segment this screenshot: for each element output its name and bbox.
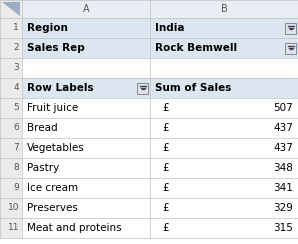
Bar	[22, 18, 150, 38]
Bar	[22, 198, 150, 218]
Bar	[22, 78, 150, 98]
Text: 2: 2	[13, 43, 19, 52]
Text: £: £	[162, 123, 169, 133]
Bar	[0, 178, 22, 198]
Bar	[22, 178, 150, 198]
Bar	[0, 138, 22, 158]
Bar	[0, 158, 22, 178]
Text: 3: 3	[13, 63, 19, 72]
Text: £: £	[162, 163, 169, 173]
Text: Ice cream: Ice cream	[27, 183, 78, 193]
Text: 6: 6	[13, 123, 19, 132]
Text: 9: 9	[13, 183, 19, 193]
Text: £: £	[162, 223, 169, 233]
Text: 5: 5	[13, 103, 19, 112]
Text: 1: 1	[13, 23, 19, 32]
Bar	[0, 118, 22, 138]
Text: 437: 437	[273, 143, 293, 153]
Bar	[22, 218, 150, 238]
Bar	[0, 58, 22, 78]
Text: Region: Region	[27, 23, 68, 33]
Text: 507: 507	[273, 103, 293, 113]
Bar	[150, 158, 298, 178]
Bar	[0, 98, 22, 118]
Bar	[150, 178, 298, 198]
Text: 11: 11	[7, 224, 19, 233]
Text: Meat and proteins: Meat and proteins	[27, 223, 122, 233]
Text: 7: 7	[13, 143, 19, 152]
Text: 348: 348	[273, 163, 293, 173]
Bar	[150, 218, 298, 238]
Text: 329: 329	[273, 203, 293, 213]
Text: 315: 315	[273, 223, 293, 233]
Bar	[22, 0, 150, 18]
Bar	[150, 178, 298, 198]
Text: A: A	[83, 4, 89, 14]
Bar	[0, 18, 22, 38]
Text: Vegetables: Vegetables	[27, 143, 85, 153]
Text: B: B	[221, 4, 227, 14]
Text: Bread: Bread	[27, 123, 58, 133]
Bar	[22, 38, 150, 58]
Text: 341: 341	[273, 183, 293, 193]
Bar	[22, 98, 150, 118]
Bar	[150, 58, 298, 78]
Bar	[150, 78, 298, 98]
Bar	[150, 18, 298, 38]
Bar	[150, 138, 298, 158]
Text: India: India	[155, 23, 184, 33]
Bar	[22, 58, 150, 78]
Bar	[150, 0, 298, 18]
Bar	[150, 198, 298, 218]
Text: 4: 4	[13, 83, 19, 92]
Bar	[150, 118, 298, 138]
Bar	[22, 118, 150, 138]
Bar	[150, 98, 298, 118]
Bar	[0, 38, 22, 58]
Bar	[150, 198, 298, 218]
Text: Fruit juice: Fruit juice	[27, 103, 78, 113]
Text: Row Labels: Row Labels	[27, 83, 94, 93]
Bar	[285, 42, 296, 53]
Bar	[150, 118, 298, 138]
Text: Pastry: Pastry	[27, 163, 59, 173]
Bar	[0, 198, 22, 218]
Bar	[150, 138, 298, 158]
Bar	[150, 38, 298, 58]
Text: Sum of Sales: Sum of Sales	[155, 83, 231, 93]
Bar	[150, 218, 298, 238]
Bar	[137, 82, 148, 93]
Text: 8: 8	[13, 163, 19, 173]
Text: £: £	[162, 103, 169, 113]
Text: Rock Bemwell: Rock Bemwell	[155, 43, 237, 53]
Bar	[150, 158, 298, 178]
Text: £: £	[162, 143, 169, 153]
Polygon shape	[2, 2, 20, 16]
Text: 437: 437	[273, 123, 293, 133]
Bar	[0, 0, 22, 18]
Text: £: £	[162, 203, 169, 213]
Bar	[0, 78, 22, 98]
Text: 10: 10	[7, 203, 19, 213]
Text: Sales Rep: Sales Rep	[27, 43, 85, 53]
Text: Preserves: Preserves	[27, 203, 78, 213]
Bar	[22, 158, 150, 178]
Bar	[150, 98, 298, 118]
Bar	[22, 138, 150, 158]
Bar	[0, 218, 22, 238]
Bar	[285, 22, 296, 33]
Text: £: £	[162, 183, 169, 193]
